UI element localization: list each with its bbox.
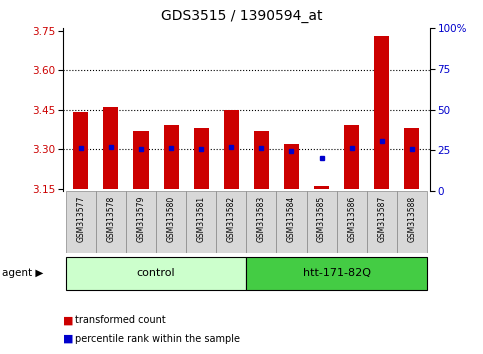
Text: GSM313585: GSM313585: [317, 196, 326, 242]
Text: GSM313587: GSM313587: [377, 196, 386, 242]
Bar: [314, 186, 329, 189]
Bar: [307, 191, 337, 253]
Bar: [246, 191, 276, 253]
Bar: [103, 107, 118, 189]
Text: GSM313577: GSM313577: [76, 196, 85, 242]
Bar: [216, 191, 246, 253]
Text: GSM313588: GSM313588: [407, 196, 416, 242]
Bar: [344, 126, 359, 189]
Bar: [284, 144, 299, 189]
Bar: [66, 257, 246, 290]
Bar: [404, 128, 419, 189]
Text: htt-171-82Q: htt-171-82Q: [302, 268, 370, 279]
Bar: [374, 36, 389, 189]
Bar: [397, 191, 427, 253]
Bar: [254, 131, 269, 189]
Text: GSM313583: GSM313583: [257, 196, 266, 242]
Bar: [126, 191, 156, 253]
Text: GSM313580: GSM313580: [167, 196, 176, 242]
Bar: [156, 191, 186, 253]
Text: GSM313579: GSM313579: [137, 196, 145, 242]
Text: GSM313586: GSM313586: [347, 196, 356, 242]
Bar: [224, 110, 239, 189]
Text: transformed count: transformed count: [75, 315, 166, 325]
Text: GSM313584: GSM313584: [287, 196, 296, 242]
Bar: [276, 191, 307, 253]
Bar: [246, 257, 427, 290]
Text: agent ▶: agent ▶: [2, 268, 44, 279]
Bar: [367, 191, 397, 253]
Bar: [73, 112, 88, 189]
Text: GSM313578: GSM313578: [106, 196, 115, 242]
Bar: [164, 126, 179, 189]
Bar: [194, 128, 209, 189]
Bar: [66, 191, 96, 253]
Text: ■: ■: [63, 315, 73, 325]
Bar: [337, 191, 367, 253]
Bar: [133, 131, 149, 189]
Text: GSM313582: GSM313582: [227, 196, 236, 242]
Bar: [186, 191, 216, 253]
Text: percentile rank within the sample: percentile rank within the sample: [75, 334, 240, 344]
Bar: [96, 191, 126, 253]
Text: ■: ■: [63, 334, 73, 344]
Text: GSM313581: GSM313581: [197, 196, 206, 242]
Text: GDS3515 / 1390594_at: GDS3515 / 1390594_at: [161, 9, 322, 23]
Text: control: control: [137, 268, 175, 279]
